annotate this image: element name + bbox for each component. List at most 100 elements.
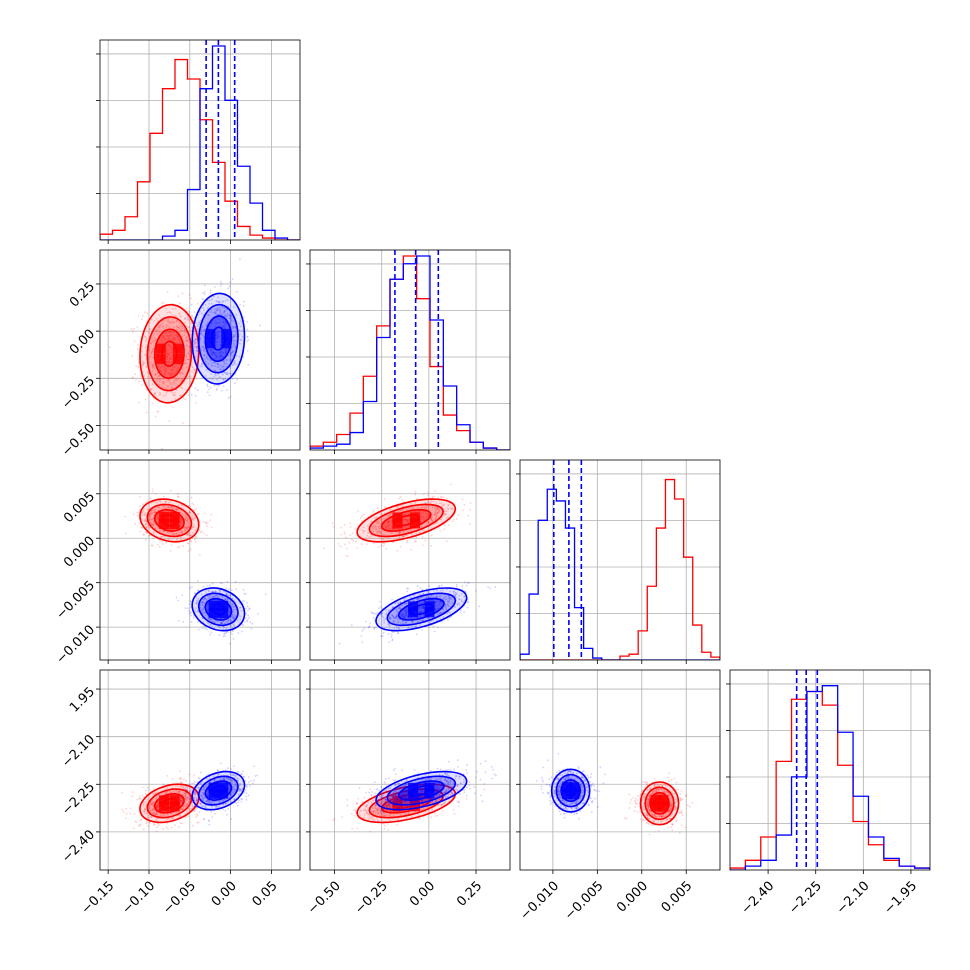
scatter-point	[246, 619, 249, 621]
scatter-point	[462, 601, 465, 604]
scatter-point	[494, 586, 497, 588]
scatter-point	[143, 513, 145, 516]
scatter-point	[434, 509, 437, 512]
scatter-point	[205, 598, 208, 601]
scatter-point	[405, 602, 408, 605]
scatter-point	[209, 367, 212, 370]
scatter-point	[187, 352, 190, 355]
scatter-point	[243, 621, 246, 623]
scatter-point	[136, 514, 139, 517]
scatter-point	[186, 519, 189, 521]
scatter-point	[216, 322, 219, 324]
scatter-point	[170, 346, 173, 349]
scatter-point	[168, 361, 171, 364]
scatter-point	[167, 361, 170, 364]
scatter-point	[226, 599, 228, 601]
scatter-point	[129, 812, 132, 815]
scatter-point	[218, 589, 221, 592]
scatter-point	[448, 596, 451, 599]
scatter-point	[162, 495, 165, 498]
scatter-point	[125, 817, 128, 820]
scatter-point	[444, 604, 447, 607]
scatter-point	[226, 314, 229, 317]
scatter-point	[427, 514, 430, 517]
scatter-point	[411, 534, 414, 536]
scatter-point	[182, 396, 185, 399]
scatter-point	[420, 526, 423, 529]
scatter-point	[225, 308, 228, 311]
density-core-block	[205, 338, 216, 349]
scatter-point	[439, 529, 442, 532]
scatter-point	[402, 514, 405, 517]
scatter-point	[167, 385, 170, 387]
scatter-point	[148, 512, 151, 515]
scatter-point	[177, 599, 179, 602]
scatter-point	[194, 529, 197, 532]
scatter-point	[209, 618, 212, 621]
scatter-point	[216, 620, 219, 623]
scatter-point	[226, 299, 229, 301]
scatter-point	[434, 600, 437, 603]
scatter-point	[150, 338, 153, 341]
scatter-point	[175, 319, 178, 322]
y-tick-label: −0.010	[53, 623, 98, 668]
scatter-point	[234, 615, 237, 618]
scatter-point	[151, 491, 154, 493]
scatter-point	[203, 349, 205, 352]
scatter-point	[223, 365, 225, 368]
scatter-point	[163, 378, 166, 381]
scatter-point	[166, 290, 169, 293]
scatter-point	[444, 595, 447, 598]
scatter-point	[438, 595, 441, 598]
scatter-point	[447, 611, 450, 614]
scatter-point	[201, 306, 203, 309]
scatter-point	[463, 595, 466, 598]
scatter-point	[208, 590, 210, 593]
scatter-point	[159, 499, 161, 502]
scatter-point	[425, 522, 428, 525]
scatter-point	[383, 517, 386, 520]
scatter-point	[452, 590, 455, 593]
scatter-point	[368, 625, 371, 627]
scatter-point	[215, 594, 218, 597]
scatter-point	[387, 516, 389, 518]
scatter-point	[419, 607, 422, 609]
scatter-point	[186, 339, 189, 342]
scatter-point	[417, 598, 420, 601]
scatter-point	[222, 378, 225, 381]
scatter-point	[397, 631, 399, 634]
scatter-point	[169, 311, 172, 314]
scatter-point	[384, 506, 387, 508]
scatter-point	[430, 517, 432, 520]
scatter-point	[246, 349, 249, 352]
scatter-point	[381, 537, 384, 540]
scatter-point	[155, 811, 158, 814]
scatter-point	[233, 343, 236, 346]
scatter-point	[387, 520, 390, 523]
scatter-point	[422, 607, 425, 610]
scatter-point	[185, 523, 188, 525]
scatter-point	[214, 594, 217, 597]
scatter-point	[211, 302, 213, 305]
scatter-point	[323, 547, 326, 550]
scatter-point	[165, 355, 168, 358]
scatter-point	[165, 326, 168, 329]
scatter-point	[150, 318, 153, 321]
scatter-point	[404, 614, 407, 617]
scatter-point	[210, 350, 213, 353]
scatter-point	[168, 334, 171, 337]
scatter-point	[241, 600, 244, 603]
scatter-point	[387, 526, 390, 529]
scatter-point	[179, 537, 182, 540]
scatter-point	[398, 607, 401, 609]
scatter-point	[219, 285, 222, 288]
scatter-point	[402, 614, 405, 617]
scatter-point	[399, 531, 401, 533]
scatter-point	[210, 353, 213, 355]
scatter-point	[460, 593, 463, 595]
scatter-point	[150, 351, 153, 354]
scatter-point	[169, 357, 172, 360]
scatter-point	[378, 531, 381, 533]
scatter-point	[419, 616, 422, 618]
scatter-point	[216, 341, 219, 343]
